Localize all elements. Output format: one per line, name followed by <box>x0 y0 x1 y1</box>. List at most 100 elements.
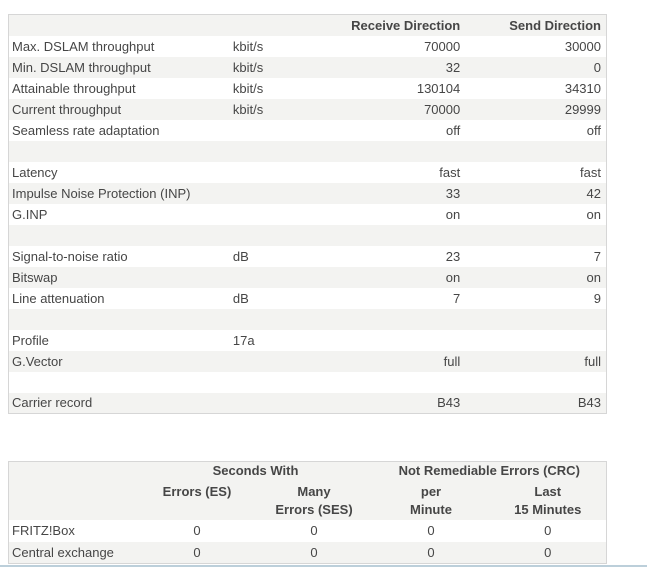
row-send-value <box>466 330 606 351</box>
row-label: G.Vector <box>12 353 63 369</box>
row-ses-value: 0 <box>310 523 318 538</box>
row-send-value: full <box>584 353 601 369</box>
group-header-seconds-with: Seconds With <box>212 463 299 478</box>
row-send-value: 30000 <box>564 38 601 54</box>
row-send-value: 34310 <box>564 80 601 96</box>
row-unit <box>231 351 301 372</box>
row-label: Bitswap <box>12 269 58 285</box>
row-last-15-value: 0 <box>544 544 552 560</box>
table-row: Profile 17a <box>9 330 607 351</box>
row-unit: 17a <box>232 332 255 348</box>
row-unit <box>231 183 301 204</box>
table-row: Carrier record B43 B43 <box>8 392 607 414</box>
row-label: G.INP <box>12 206 48 222</box>
row-unit: kbit/s <box>232 80 264 96</box>
dsl-header-empty-unit <box>231 15 301 36</box>
group-header-crc: Not Remediable Errors (CRC) <box>398 463 580 478</box>
table-row: Line attenuation dB 7 9 <box>9 288 607 309</box>
row-unit: kbit/s <box>232 38 264 54</box>
table-row: G.INP on on <box>9 204 607 225</box>
table-row: Current throughput kbit/s 70000 29999 <box>8 98 607 120</box>
row-receive-value: off <box>446 122 461 138</box>
row-send-value: 42 <box>586 185 601 201</box>
row-per-minute-value: 0 <box>427 544 435 560</box>
row-send-value: 7 <box>593 248 601 264</box>
bottom-divider <box>0 565 647 567</box>
table-row: Max. DSLAM throughput kbit/s 70000 30000 <box>9 36 607 57</box>
row-send-value: on <box>586 269 601 285</box>
col-header-errors-es: Errors (ES) <box>162 483 232 499</box>
row-label: Latency <box>12 164 58 180</box>
table-row-spacer <box>8 224 607 246</box>
row-receive-value: on <box>445 269 461 285</box>
row-receive-value: 32 <box>445 59 461 75</box>
row-unit: dB <box>232 248 249 264</box>
error-counter-table: Seconds With Not Remediable Errors (CRC)… <box>8 461 607 564</box>
col-header-last-15-minutes: Last 15 Minutes <box>514 483 582 517</box>
dsl-info-table: Receive Direction Send Direction Max. DS… <box>8 14 607 414</box>
row-label: Profile <box>12 332 49 348</box>
row-receive-value: 7 <box>453 290 461 306</box>
row-label: Max. DSLAM throughput <box>12 38 155 54</box>
row-label: Carrier record <box>12 395 93 411</box>
row-receive-value: 130104 <box>416 80 461 96</box>
row-label: Current throughput <box>12 101 122 117</box>
row-send-value: 29999 <box>564 101 601 117</box>
row-send-value: off <box>586 122 601 138</box>
row-receive-value: B43 <box>437 395 461 411</box>
row-receive-value: 33 <box>445 185 461 201</box>
row-unit <box>231 267 301 288</box>
row-send-value: on <box>586 206 601 222</box>
table-row-spacer <box>8 140 607 162</box>
row-unit <box>231 162 301 183</box>
row-receive-value: 23 <box>445 248 461 264</box>
row-last-15-value: 0 <box>544 523 552 538</box>
table-row: Central exchange 0 0 0 0 <box>8 541 607 564</box>
col-header-errors-ses: Many Errors (SES) <box>275 483 353 517</box>
row-label: FRITZ!Box <box>12 523 75 538</box>
row-receive-value: 70000 <box>424 101 461 117</box>
dsl-header-empty-label <box>9 15 231 36</box>
row-label: Line attenuation <box>12 290 105 306</box>
row-send-value: 9 <box>593 290 601 306</box>
row-unit: kbit/s <box>232 101 264 117</box>
row-label: Seamless rate adaptation <box>12 122 160 138</box>
row-label: Min. DSLAM throughput <box>12 59 151 75</box>
row-unit: kbit/s <box>232 59 264 75</box>
row-unit <box>231 393 301 414</box>
table-row: FRITZ!Box 0 0 0 0 <box>9 520 607 542</box>
table-row: Latency fast fast <box>9 162 607 183</box>
row-send-value: 0 <box>593 59 601 75</box>
row-label: Signal-to-noise ratio <box>12 248 128 264</box>
table-row: Seamless rate adaptation off off <box>9 120 607 141</box>
col-header-per-minute: per Minute <box>410 483 452 517</box>
dsl-header-row: Receive Direction Send Direction <box>8 14 607 36</box>
table-row-spacer <box>8 308 607 330</box>
row-receive-value <box>301 330 466 351</box>
row-label: Central exchange <box>12 544 114 560</box>
row-receive-value: full <box>443 353 461 369</box>
row-es-value: 0 <box>193 544 201 560</box>
row-unit <box>231 204 301 225</box>
row-per-minute-value: 0 <box>427 523 435 538</box>
row-send-value: B43 <box>577 395 601 411</box>
row-unit: dB <box>232 290 249 306</box>
row-receive-value: 70000 <box>424 38 461 54</box>
error-group-header-row: Seconds With Not Remediable Errors (CRC) <box>9 462 607 483</box>
dsl-header-send: Send Direction <box>509 17 601 33</box>
row-ses-value: 0 <box>310 544 318 560</box>
row-label: Impulse Noise Protection (INP) <box>12 185 191 201</box>
row-send-value: fast <box>580 164 601 180</box>
table-row: Signal-to-noise ratio dB 23 7 <box>9 246 607 267</box>
table-row: Min. DSLAM throughput kbit/s 32 0 <box>8 56 607 78</box>
dsl-header-receive: Receive Direction <box>351 17 461 33</box>
row-unit <box>231 120 301 141</box>
table-row: Bitswap on on <box>8 266 607 288</box>
row-receive-value: on <box>445 206 461 222</box>
error-column-header-row: Errors (ES) Many Errors (SES) per Minute… <box>9 483 607 520</box>
table-row: G.Vector full full <box>8 350 607 372</box>
table-row: Attainable throughput kbit/s 130104 3431… <box>9 78 607 99</box>
row-es-value: 0 <box>193 523 201 538</box>
table-row-spacer <box>9 372 607 393</box>
